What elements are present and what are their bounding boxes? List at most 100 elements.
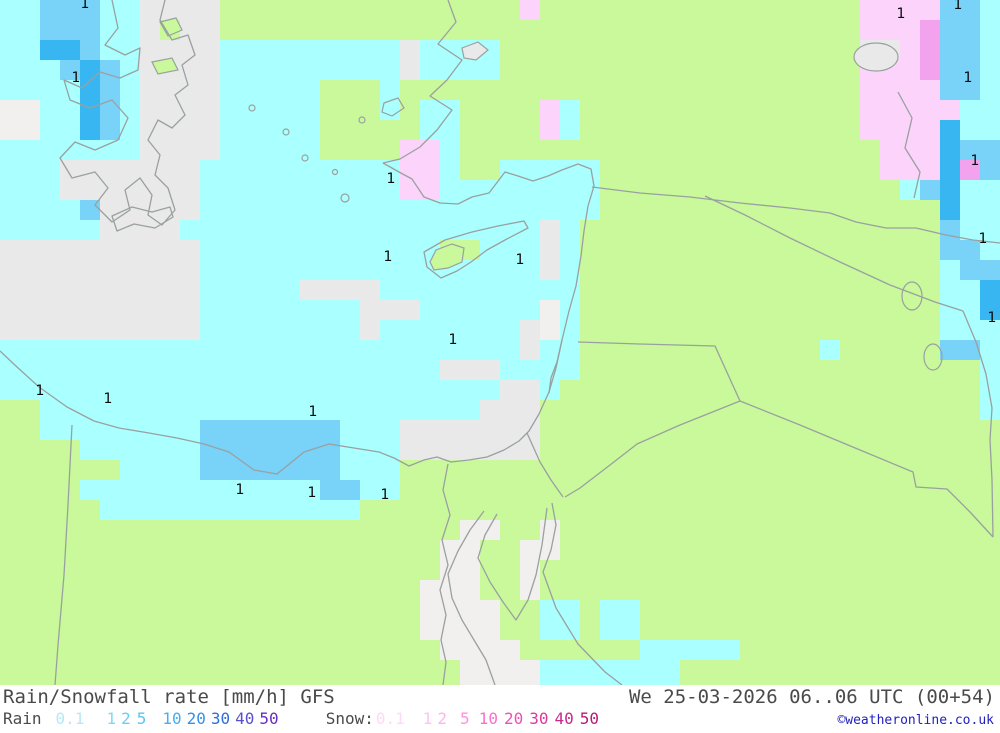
precip-cell <box>980 80 1000 100</box>
greece-mainland <box>59 0 196 226</box>
contour-label: 1 <box>970 153 980 169</box>
precip-cell <box>400 440 540 460</box>
precip-cell <box>80 120 100 140</box>
precip-cell <box>560 220 580 240</box>
precip-cell <box>440 560 480 580</box>
precip-cell <box>40 40 80 60</box>
snow-legend-value: 40 <box>554 709 574 728</box>
precip-cell <box>560 300 580 320</box>
precip-cell <box>200 160 400 180</box>
contour-label: 1 <box>386 171 396 187</box>
precip-cell <box>200 320 360 340</box>
precip-cell <box>520 540 560 560</box>
precip-cell <box>820 340 840 360</box>
precip-cell <box>980 400 1000 420</box>
precip-cell <box>200 240 440 260</box>
precip-cell <box>140 120 220 140</box>
map-datetime: We 25-03-2026 06..06 UTC (00+54) <box>628 686 995 708</box>
precip-cell <box>940 320 1000 340</box>
precip-cell <box>420 620 500 640</box>
precip-cell <box>60 60 80 80</box>
precip-cell <box>420 600 500 620</box>
precip-cell <box>960 120 1000 140</box>
precip-cell <box>0 60 60 80</box>
precip-cell <box>140 40 220 60</box>
precip-cell <box>940 140 960 160</box>
contour-label: 1 <box>978 231 988 247</box>
contour-label: 1 <box>35 383 45 399</box>
precip-cell <box>440 360 500 380</box>
contour-label: 1 <box>103 391 113 407</box>
precip-cell <box>540 600 580 620</box>
precip-cell <box>400 420 540 440</box>
precip-cell <box>940 60 980 80</box>
crete <box>111 206 174 232</box>
rain-legend-value: 2 <box>121 709 131 728</box>
precip-cell <box>520 340 540 360</box>
precip-cell <box>540 320 560 340</box>
precip-cell <box>540 100 560 120</box>
precip-cell <box>0 120 40 140</box>
contour-label: 1 <box>235 482 245 498</box>
legend-bar-row1: Rain/Snowfall rate [mm/h] GFS We 25-03-2… <box>0 686 1000 708</box>
precip-cell <box>100 80 120 100</box>
precip-cell <box>860 120 940 140</box>
turkey-levant-africa-coast <box>0 162 595 475</box>
contour-label: 1 <box>896 6 906 22</box>
copyright-link[interactable]: ©weatheronline.co.uk <box>837 713 994 728</box>
precip-cell <box>960 140 1000 160</box>
precip-cell <box>0 280 200 300</box>
iraq-lake-north <box>901 281 923 311</box>
snow-legend-value: 0.1 <box>375 709 405 728</box>
precip-cell <box>560 260 580 280</box>
precip-cell <box>920 180 940 200</box>
lesbos-island-outline <box>381 97 405 117</box>
imbros-island-outline <box>461 41 489 61</box>
precip-cell <box>0 240 200 260</box>
precip-cell <box>940 40 980 60</box>
precip-cell <box>200 200 600 220</box>
iraq-iran-border <box>962 310 994 538</box>
precip-cell <box>100 60 120 80</box>
precip-cell <box>40 20 100 40</box>
precip-cell <box>400 160 440 180</box>
precip-cell <box>960 260 1000 280</box>
precip-cell <box>180 20 220 40</box>
cyprus-interior-green-outline <box>429 243 465 271</box>
contour-label: 1 <box>307 485 317 501</box>
precip-cell <box>200 300 360 320</box>
precip-cell <box>600 600 640 620</box>
contour-label: 1 <box>953 0 963 13</box>
precip-cell <box>0 220 100 240</box>
precip-cell <box>0 0 40 20</box>
precip-cell <box>860 80 940 100</box>
precip-cell <box>500 360 580 380</box>
precip-cell <box>420 60 500 80</box>
aegean-island-dot <box>301 154 309 162</box>
precip-cell <box>220 60 400 80</box>
precip-cell <box>80 440 200 460</box>
precip-cell <box>560 120 580 140</box>
precip-cell <box>220 80 320 100</box>
precip-cell <box>860 100 960 120</box>
precip-cell <box>440 140 460 160</box>
precip-cell <box>100 100 120 120</box>
precip-cell <box>440 540 480 560</box>
rain-legend-value: 40 <box>235 709 255 728</box>
precip-cell <box>0 300 200 320</box>
precip-cell <box>100 200 200 220</box>
iraq-lake-south <box>923 343 943 371</box>
precip-cell <box>980 0 1000 20</box>
precip-cell <box>980 300 1000 320</box>
precip-cell <box>960 160 980 180</box>
precip-cell <box>520 320 540 340</box>
precip-cell <box>80 480 320 500</box>
precip-cell <box>180 220 540 240</box>
precip-cell <box>40 100 80 120</box>
precip-cell <box>220 120 320 140</box>
jordan-saudi-west-border <box>564 400 741 498</box>
precip-cell <box>920 60 940 80</box>
precip-cell <box>420 120 460 140</box>
precip-cell <box>900 40 920 60</box>
precip-cell <box>980 280 1000 300</box>
